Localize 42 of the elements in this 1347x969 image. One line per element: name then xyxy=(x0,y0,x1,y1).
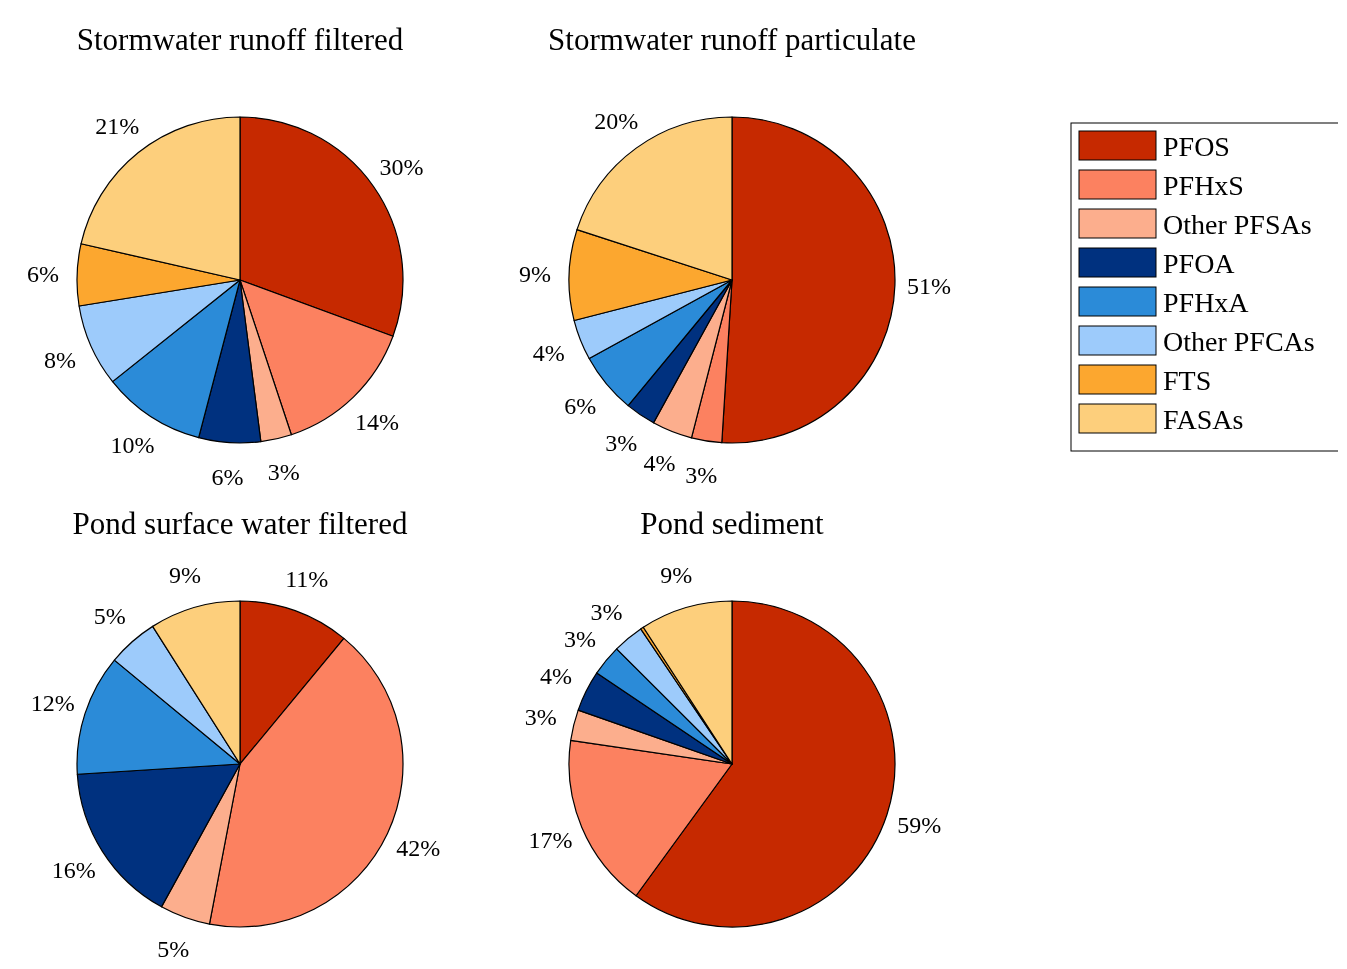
data-label: 21% xyxy=(95,112,140,139)
data-label: 3% xyxy=(563,625,596,652)
data-label: 12% xyxy=(30,690,75,717)
data-label: 3% xyxy=(605,429,638,456)
data-label: 3% xyxy=(524,703,557,730)
data-label: 9% xyxy=(519,260,552,287)
data-label: 3% xyxy=(590,599,623,626)
legend-label: PFOS xyxy=(1163,130,1230,162)
data-label: 4% xyxy=(539,662,572,689)
data-label: 4% xyxy=(532,339,565,366)
data-label: 11% xyxy=(285,565,329,592)
legend-label: Other PFCAs xyxy=(1163,325,1315,357)
data-label: 14% xyxy=(355,408,400,435)
data-label: 30% xyxy=(379,154,424,181)
data-label: 20% xyxy=(594,107,639,134)
data-label: 9% xyxy=(169,561,202,588)
data-label: 3% xyxy=(685,461,718,488)
data-label: 17% xyxy=(528,827,573,854)
data-label: 51% xyxy=(906,273,951,300)
legend-label: FASAs xyxy=(1163,403,1244,435)
data-label: 5% xyxy=(93,603,126,630)
legend-label: FTS xyxy=(1163,364,1212,396)
data-label: 59% xyxy=(897,812,942,838)
chart-title: Pond surface water filtered xyxy=(72,506,408,541)
data-label: 5% xyxy=(157,936,190,963)
data-label: 6% xyxy=(564,392,597,419)
data-label: 6% xyxy=(211,463,244,490)
data-label: 4% xyxy=(643,450,676,477)
chart-title: Stormwater runoff filtered xyxy=(76,22,404,57)
data-label: 16% xyxy=(51,856,96,883)
data-label: 9% xyxy=(660,562,693,589)
data-label: 8% xyxy=(43,346,76,373)
data-label: 3% xyxy=(267,459,300,486)
legend-label: PFHxA xyxy=(1163,286,1250,318)
legend-label: PFHxS xyxy=(1163,169,1244,201)
legend-label: PFOA xyxy=(1163,247,1236,279)
chart-title: Stormwater runoff particulate xyxy=(548,22,916,57)
data-label: 42% xyxy=(396,834,441,861)
data-label: 6% xyxy=(27,260,60,287)
chart-title: Pond sediment xyxy=(640,506,825,541)
data-label: 10% xyxy=(110,432,155,459)
legend-label: Other PFSAs xyxy=(1163,208,1312,240)
